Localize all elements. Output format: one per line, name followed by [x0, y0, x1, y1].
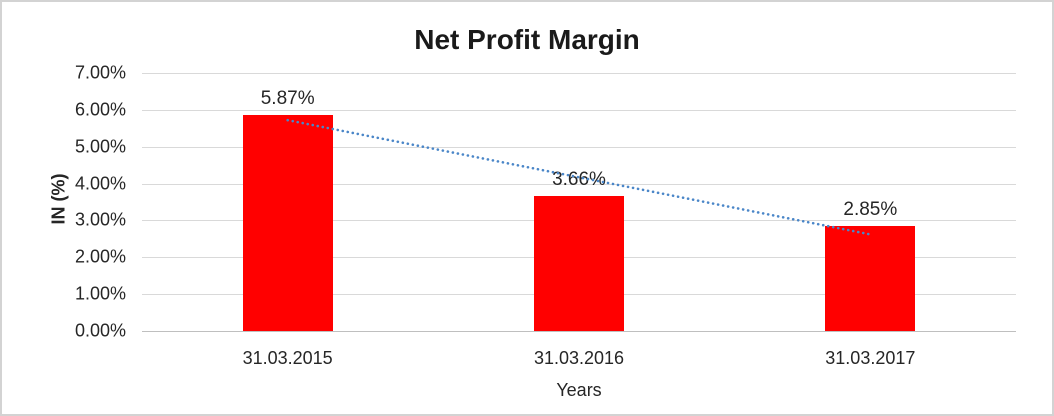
y-tick-label: 4.00% — [74, 173, 126, 194]
x-tick-label: 31.03.2015 — [242, 348, 333, 368]
chart-title: Net Profit Margin — [414, 24, 640, 55]
y-tick-label: 1.00% — [74, 283, 126, 304]
data-label: 5.87% — [260, 87, 315, 109]
plot-area: 5.87% 3.66% 2.85% — [142, 73, 1016, 332]
x-tick-label: 31.03.2016 — [533, 348, 625, 368]
bar-31.03.2016 — [534, 196, 624, 331]
y-tick-label: 2.00% — [74, 246, 126, 267]
y-tick-label: 5.00% — [74, 136, 126, 157]
y-tick-label: 7.00% — [74, 62, 126, 83]
y-tick-label: 3.00% — [74, 209, 126, 230]
bar-31.03.2017 — [825, 225, 916, 331]
data-label: 2.85% — [843, 198, 898, 220]
data-label: 3.66% — [552, 169, 606, 191]
bar-31.03.2015 — [242, 114, 333, 331]
y-tick-label: 6.00% — [74, 99, 126, 120]
gridline — [142, 73, 1016, 74]
x-axis-title: Years — [556, 380, 602, 400]
x-tick-label: 31.03.2017 — [825, 348, 916, 368]
y-tick-label: 0.00% — [74, 320, 126, 341]
y-axis-title: IN (%) — [48, 173, 69, 225]
gridline — [142, 109, 1016, 111]
